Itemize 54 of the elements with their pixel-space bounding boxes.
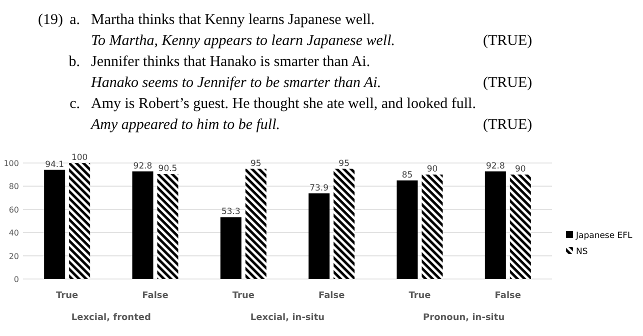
x-tick-label: False: [142, 291, 168, 301]
data-label: 100: [71, 153, 88, 163]
data-label: 90.5: [158, 164, 178, 174]
y-tick-label: 0: [14, 275, 19, 284]
x-tick-label: False: [494, 291, 522, 301]
text: Lexcial, fronted: [71, 313, 151, 323]
bar: [484, 171, 506, 279]
bar: [220, 217, 242, 279]
text: (19): [38, 12, 63, 28]
bar: [132, 171, 154, 279]
y-tick-label: 40: [8, 228, 19, 238]
text: To Martha, Kenny appears to learn Japanese well.: [91, 33, 396, 49]
text: c.: [70, 96, 80, 112]
text: Lexcial, in-situ: [250, 313, 325, 323]
x-tick-label: True: [408, 291, 431, 301]
legend-label: NS: [576, 247, 588, 257]
x-tick-label: True: [232, 291, 254, 301]
data-label: 85: [402, 170, 413, 180]
x-tick-label: True: [56, 291, 78, 301]
data-label: 92.8: [486, 161, 505, 172]
bar: [44, 170, 66, 279]
data-label: 90: [426, 164, 438, 175]
text: Amy is Robert’s guest. He thought she ate well, and looked full.: [91, 96, 476, 112]
data-label: 92.8: [133, 161, 152, 172]
bar: [334, 168, 355, 279]
bar: [69, 163, 90, 279]
x-tick-label: False: [318, 291, 345, 301]
text: Jennifer thinks that Hanako is smarter than Ai.: [91, 54, 370, 70]
bar: [422, 174, 443, 279]
y-tick-label: 20: [8, 252, 19, 261]
bar: [245, 168, 266, 279]
text: (TRUE): [483, 117, 532, 133]
data-label: 95: [338, 158, 350, 169]
text: a.: [70, 12, 80, 28]
text: Pronoun, in-situ: [423, 313, 505, 323]
text: (TRUE): [483, 75, 532, 91]
bar: [510, 174, 531, 279]
bar: [308, 193, 330, 279]
bar: [157, 174, 178, 279]
text: Hanako seems to Jennifer to be smarter than Ai.: [90, 75, 382, 91]
legend-label: Japanese EFL: [575, 231, 633, 241]
data-label: 73.9: [310, 183, 329, 194]
bar: [396, 180, 418, 279]
text: Martha thinks that Kenny learns Japanese well.: [91, 12, 375, 28]
data-label: 95: [250, 158, 262, 169]
data-label: 53.3: [221, 207, 240, 218]
text: b.: [68, 54, 80, 70]
y-tick-label: 100: [4, 159, 19, 168]
data-label: 94.1: [45, 160, 64, 170]
y-tick-label: 80: [8, 182, 19, 192]
text: Amy appeared to him to be full.: [90, 117, 280, 133]
text: (TRUE): [483, 33, 532, 49]
y-tick-label: 60: [8, 205, 19, 214]
data-label: 90: [515, 164, 526, 175]
